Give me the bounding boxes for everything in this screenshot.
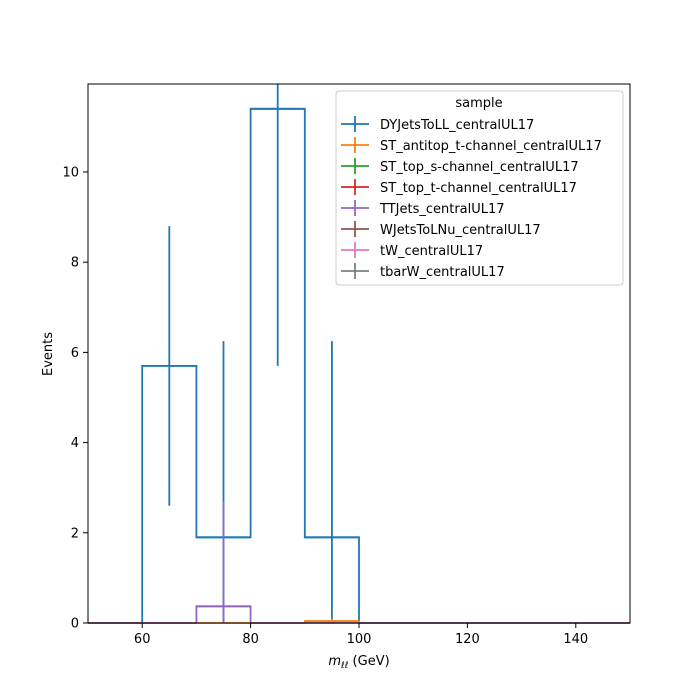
legend-frame: [335, 90, 624, 286]
x-tick-label: 120: [455, 632, 480, 647]
legend-label: ST_top_t-channel_centralUL17: [380, 181, 577, 196]
legend-entry: tbarW_centralUL17: [341, 263, 505, 280]
legend-label: TTJets_centralUL17: [379, 202, 505, 217]
x-axis-label-var: m: [328, 654, 341, 669]
y-tick-label: 2: [71, 526, 79, 541]
y-axis-label: Events: [41, 332, 56, 376]
legend-entry: ST_top_s-channel_centralUL17: [341, 158, 579, 175]
legend-entry: WJetsToLNu_centralUL17: [341, 221, 541, 238]
legend-label: tW_centralUL17: [380, 244, 483, 259]
x-tick-label: 80: [242, 632, 259, 647]
y-tick-label: 4: [71, 436, 79, 451]
x-axis-label-subscript: ℓℓ: [340, 661, 348, 671]
legend-entry: DYJetsToLL_centralUL17: [341, 116, 534, 133]
legend-entries: DYJetsToLL_centralUL17 ST_antitop_t-chann…: [341, 116, 602, 280]
legend-title: sample: [455, 96, 502, 111]
y-tick-label: 10: [62, 165, 79, 180]
legend-entry: ST_antitop_t-channel_centralUL17: [341, 137, 602, 154]
plot-frame: [87, 83, 631, 624]
legend-label: WJetsToLNu_centralUL17: [380, 223, 541, 238]
axis-ticks: 60 80 100 120 140 0 2 4 6 8 10: [62, 165, 588, 647]
x-tick-label: 100: [347, 632, 372, 647]
legend-entry: tW_centralUL17: [341, 242, 483, 259]
legend-label: ST_antitop_t-channel_centralUL17: [380, 139, 602, 154]
legend-label: tbarW_centralUL17: [380, 265, 505, 280]
legend-label: DYJetsToLL_centralUL17: [380, 118, 534, 133]
x-axis-label: mℓℓ (GeV): [328, 654, 389, 671]
legend: sample DYJetsToLL_centralUL17 ST_antitop_…: [335, 90, 624, 286]
x-axis-label-unit: (GeV): [348, 654, 389, 669]
y-tick-label: 6: [71, 346, 79, 361]
legend-entry: ST_top_t-channel_centralUL17: [341, 179, 577, 196]
y-tick-label: 0: [71, 617, 79, 632]
legend-label: ST_top_s-channel_centralUL17: [380, 160, 579, 175]
y-tick-label: 8: [71, 256, 79, 271]
x-tick-label: 60: [134, 632, 151, 647]
legend-entry: TTJets_centralUL17: [341, 200, 505, 217]
x-tick-label: 140: [563, 632, 588, 647]
